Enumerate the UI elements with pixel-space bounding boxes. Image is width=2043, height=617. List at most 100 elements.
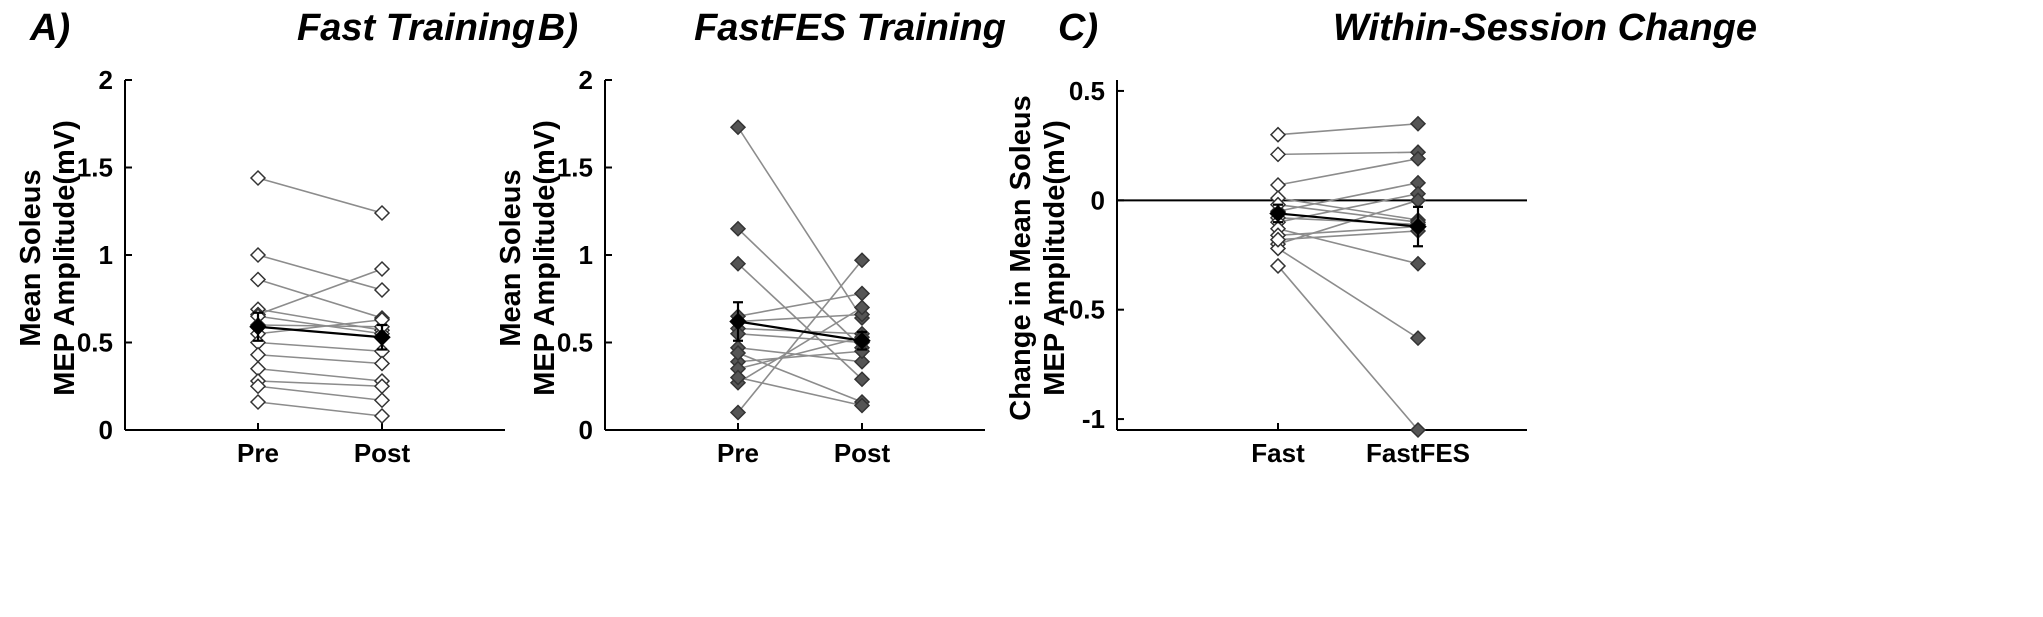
subject-marker-left: [1269, 126, 1287, 143]
subject-line: [737, 350, 863, 363]
panel-b-lines: [737, 126, 863, 414]
subject-line: [1277, 203, 1419, 223]
panel-a-y-axis-label-line2: MEP Amplitude(mV): [49, 120, 81, 396]
panel-c-y-axis-label: Change in Mean Soleus MEP Amplitude(mV): [1005, 95, 1071, 421]
panel-a-ytick-label: 2: [99, 65, 113, 95]
panel-b-y-axis-label-line2: MEP Amplitude(mV): [529, 120, 561, 396]
subject-line: [257, 177, 383, 214]
subject-marker-left: [249, 169, 267, 187]
subject-line: [1277, 199, 1419, 245]
subject-line: [1277, 182, 1419, 213]
subject-line: [257, 367, 383, 382]
mean-marker: [373, 328, 391, 346]
subject-marker-left: [1269, 231, 1287, 248]
mean-marker: [1409, 217, 1427, 236]
subject-line: [737, 228, 863, 349]
panel-a-ytick-label: 0.5: [77, 328, 113, 358]
panel-a-ytick-label: 0: [99, 415, 113, 445]
panel-b-xtick-label: Post: [834, 438, 891, 468]
panel-a-title: Fast Training: [297, 7, 535, 49]
panel-b-ytick-label: 1.5: [557, 153, 593, 183]
panel-b-y-axis-label: Mean Soleus MEP Amplitude(mV): [495, 120, 561, 396]
panel-a-y-axis-label: Mean Soleus MEP Amplitude(mV): [15, 120, 81, 396]
subject-marker-right: [853, 371, 871, 388]
subject-line: [257, 380, 383, 388]
panel-b-y-axis-label-line1: Mean Soleus: [495, 169, 527, 346]
subject-line: [1277, 225, 1419, 237]
panel-c-within-session-change: C) Within-Session Change Change in Mean …: [1005, 7, 1757, 468]
subject-marker-right: [1409, 115, 1427, 132]
mean-marker: [249, 318, 267, 336]
subject-marker-right: [373, 281, 391, 299]
mean-marker: [853, 332, 871, 350]
panel-c-ytick-label: 0.5: [1069, 76, 1105, 106]
panel-a-xtick-label: Pre: [237, 438, 279, 468]
subject-marker-right: [853, 397, 871, 414]
panel-b-ticks: 0 0.5 1 1.5 2 Pre Post: [557, 65, 891, 468]
subject-line: [1277, 197, 1419, 221]
subject-marker-left: [249, 378, 267, 395]
mean-line: [257, 325, 383, 339]
subject-line: [257, 385, 383, 402]
subject-marker-right: [853, 285, 871, 302]
panel-b-fastfes-training: B) FastFES Training Mean Soleus MEP Ampl…: [495, 7, 1006, 468]
subject-marker-right: [853, 299, 871, 316]
panel-a-axes: [124, 80, 505, 431]
panel-a-xtick-label: Post: [354, 438, 411, 468]
mean-marker: [729, 312, 747, 331]
panel-b-ytick-label: 0.5: [557, 328, 593, 358]
panel-b-axes: [604, 80, 985, 431]
subject-line: [257, 315, 383, 335]
subject-line: [737, 306, 863, 384]
subject-line: [1277, 151, 1419, 156]
subject-line: [257, 254, 383, 291]
subject-line: [737, 352, 863, 403]
panel-c-ytick-label: -0.5: [1060, 295, 1105, 325]
subject-marker-right: [373, 407, 391, 425]
subject-marker-left: [1269, 176, 1287, 194]
panel-a-lines: [257, 177, 383, 417]
subject-marker-left: [729, 119, 747, 136]
subject-line: [257, 268, 383, 316]
subject-line: [257, 401, 383, 417]
subject-line: [257, 341, 383, 353]
subject-marker-right: [853, 252, 871, 269]
subject-marker-left: [249, 246, 267, 264]
subject-line: [257, 278, 383, 319]
subject-marker-right: [853, 353, 871, 370]
subject-line: [1277, 157, 1419, 186]
subject-marker-left: [729, 369, 747, 386]
panel-b-ytick-label: 2: [579, 65, 593, 95]
mean-line: [737, 320, 863, 342]
panel-c-ticks: 0.5 0 -0.5 -1 Fast FastFES: [1060, 76, 1470, 468]
panel-c-label: C): [1058, 7, 1098, 49]
subject-line: [1277, 230, 1419, 241]
panel-c-title: Within-Session Change: [1333, 7, 1757, 49]
panel-a-ytick-label: 1.5: [77, 153, 113, 183]
subject-marker-right: [373, 392, 391, 409]
subject-line: [257, 324, 383, 328]
panel-a-ticks: 0 0.5 1 1.5 2 Pre Post: [77, 65, 411, 468]
panel-c-mean: [1269, 203, 1427, 248]
subject-marker-left: [729, 404, 747, 421]
subject-line: [737, 336, 863, 370]
panel-c-y-axis-label-line2: MEP Amplitude(mV): [1039, 120, 1071, 396]
panel-c-y-axis-label-line1: Change in Mean Soleus: [1005, 95, 1037, 421]
subject-marker-right: [373, 355, 391, 372]
subject-line: [257, 318, 383, 335]
panel-c-markers: [1269, 115, 1427, 439]
panel-c-xtick-label: FastFES: [1366, 438, 1470, 468]
panel-c-lines: [1277, 122, 1419, 431]
panel-a-mean: [249, 311, 391, 351]
subject-marker-left: [729, 220, 747, 237]
subject-marker-left: [729, 255, 747, 272]
panel-a-label: A): [29, 7, 70, 49]
subject-marker-left: [249, 393, 267, 411]
panel-b-mean: [729, 301, 871, 351]
subject-line: [737, 259, 863, 414]
panel-c-axes: [1116, 80, 1527, 431]
subject-line: [737, 376, 863, 407]
subject-marker-left: [1269, 240, 1287, 257]
subject-line: [1277, 122, 1419, 136]
